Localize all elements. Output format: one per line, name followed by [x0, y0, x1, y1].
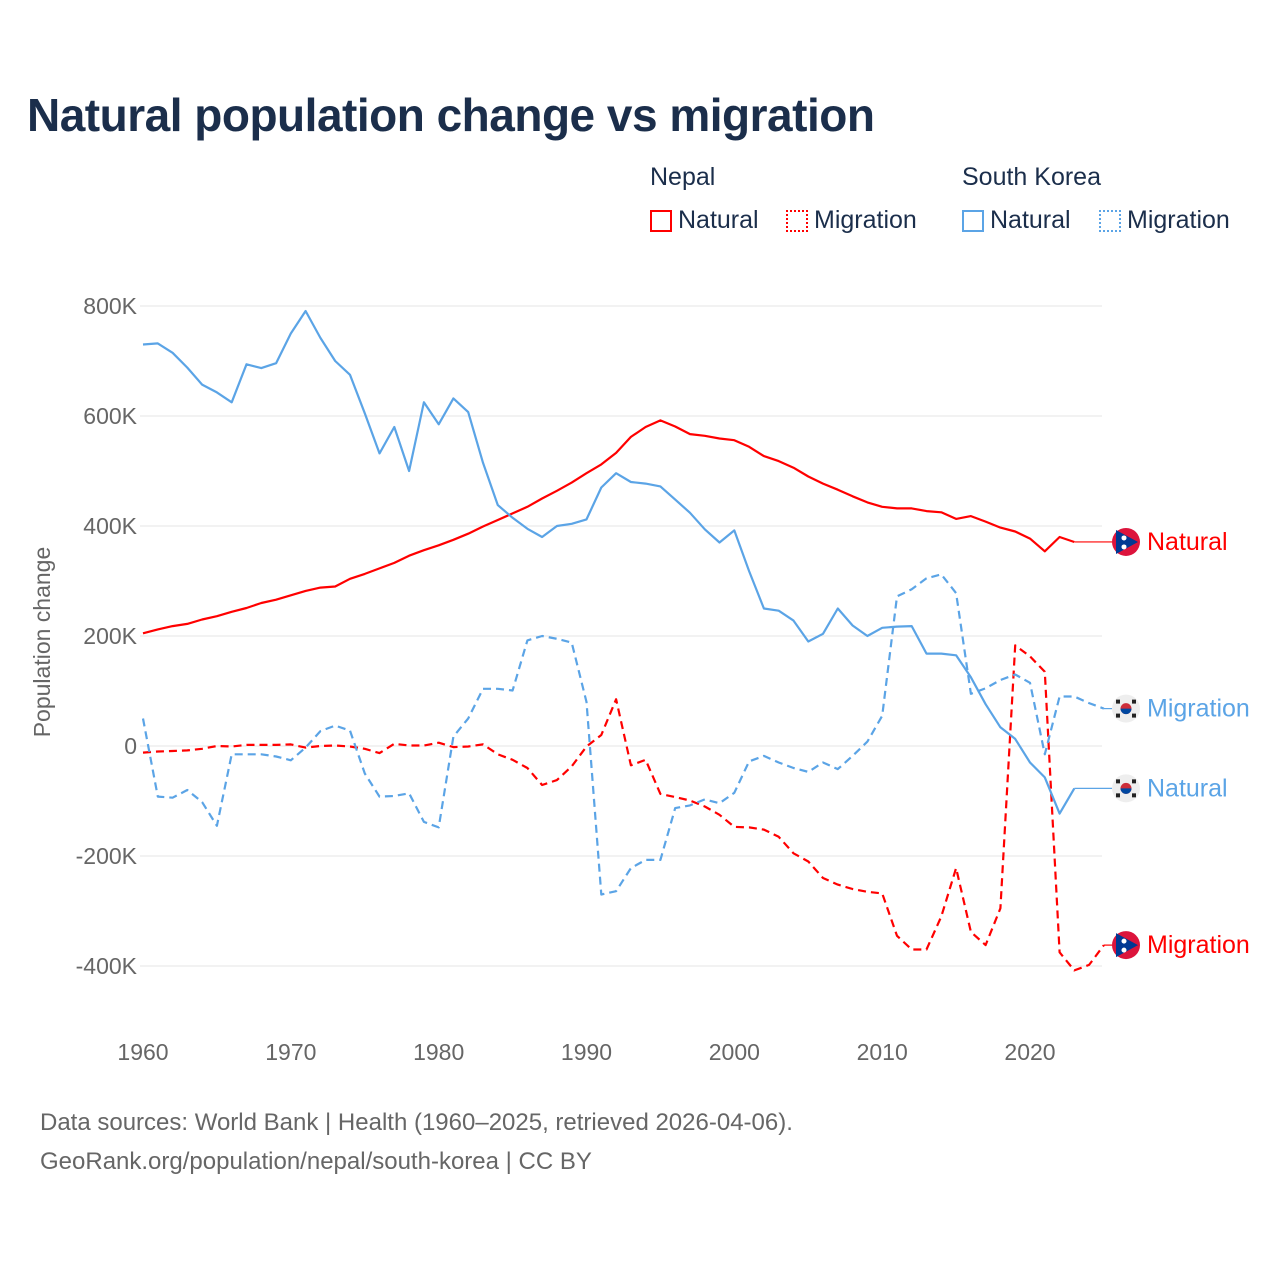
footer-sources: Data sources: World Bank | Health (1960–… [40, 1109, 793, 1136]
nepal-flag-icon-detail [1116, 933, 1138, 958]
end-label: Migration [1147, 931, 1250, 959]
south-korea-flag-trigram [1116, 699, 1120, 704]
south-korea-flag-trigram [1132, 779, 1136, 784]
x-tick-label: 1960 [117, 1039, 168, 1065]
end-label: Migration [1147, 695, 1250, 723]
y-tick-label: 800K [83, 293, 137, 319]
nepal-flag-sun [1121, 544, 1127, 550]
legend-label: Migration [1127, 206, 1230, 234]
legend-item-nepal-natural[interactable]: Natural [650, 206, 759, 235]
y-tick-label: -200K [76, 843, 138, 869]
series-line-nepal-natural [142, 419, 1075, 635]
nepal-flag-moon [1121, 938, 1127, 944]
legend-item-nepal-migration[interactable]: Migration [786, 206, 917, 235]
x-tick-label: 2020 [1004, 1039, 1055, 1065]
x-tick-label: 1980 [413, 1039, 464, 1065]
legend-label: Natural [990, 206, 1071, 234]
legend-label: Natural [678, 206, 759, 234]
series-line-south-korea-migration [141, 573, 1105, 896]
x-tick-label: 2000 [709, 1039, 760, 1065]
footer-attribution: GeoRank.org/population/nepal/south-korea… [40, 1148, 592, 1175]
south-korea-flag-trigram [1132, 793, 1136, 798]
y-tick-label: -400K [76, 953, 138, 979]
nepal-flag-icon-detail [1116, 529, 1138, 554]
legend-swatch-dotted-red [786, 209, 808, 232]
legend-item-south-korea-natural[interactable]: Natural [962, 206, 1071, 235]
y-tick-label: 600K [83, 403, 137, 429]
south-korea-flag-taeguk-blue [1120, 708, 1132, 715]
y-tick-label: 400K [83, 513, 137, 539]
south-korea-flag-trigram [1132, 699, 1136, 704]
x-tick-label: 1970 [265, 1039, 316, 1065]
legend-swatch-dotted-blue [1099, 209, 1121, 232]
y-tick-label: 0 [124, 733, 137, 759]
south-korea-flag-trigram [1116, 779, 1120, 784]
legend-label: Migration [814, 206, 917, 234]
south-korea-flag-trigram [1132, 713, 1136, 718]
south-korea-flag-taeguk-blue [1120, 788, 1132, 794]
legend-group-nepal: Nepal [650, 163, 716, 191]
south-korea-flag-trigram [1116, 793, 1120, 798]
chart-title: Natural population change vs migration [27, 89, 875, 141]
south-korea-flag-trigram [1116, 713, 1120, 718]
end-label: Natural [1147, 528, 1228, 556]
legend-swatch-solid-blue [962, 209, 984, 232]
legend-item-south-korea-migration[interactable]: Migration [1099, 206, 1230, 235]
nepal-flag-moon [1121, 535, 1127, 541]
end-label: Natural [1147, 774, 1228, 802]
legend-group-south-korea: South Korea [962, 163, 1101, 191]
legend-swatch-solid-red [650, 209, 672, 232]
series-line-nepal-migration [142, 644, 1105, 972]
y-tick-label: 200K [83, 623, 137, 649]
y-axis-label: Population change [29, 547, 55, 738]
series-line-south-korea-natural [142, 309, 1076, 815]
x-tick-label: 2010 [857, 1039, 908, 1065]
nepal-flag-sun [1121, 947, 1127, 953]
x-tick-label: 1990 [561, 1039, 612, 1065]
